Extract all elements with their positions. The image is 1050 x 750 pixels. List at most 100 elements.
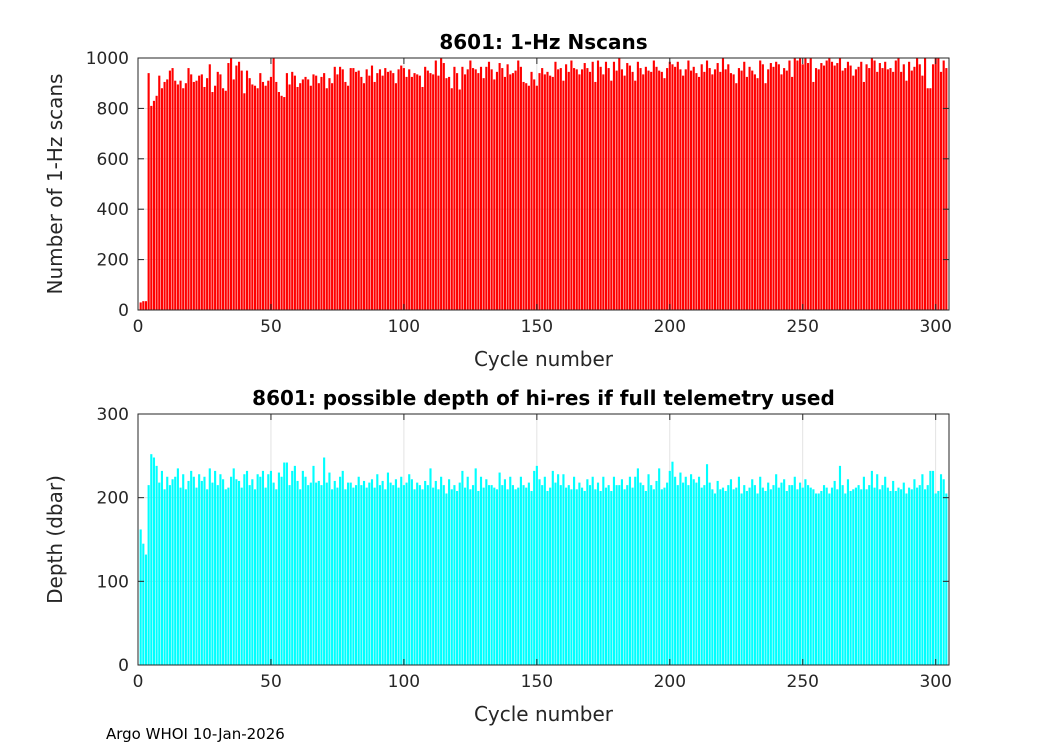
top-bar [442, 63, 445, 310]
top-bar [158, 75, 161, 310]
top-bar [841, 70, 844, 310]
bottom-bar [354, 485, 358, 665]
top-bar [804, 58, 807, 310]
bottom-bar [727, 485, 730, 665]
bottom-bar [386, 472, 390, 665]
top-bar [471, 68, 475, 310]
bottom-x-ticks: 0 50 100 150 200 250 300 [133, 414, 952, 692]
top-bar [495, 71, 499, 310]
top-bar [836, 63, 839, 310]
top-bar [503, 76, 507, 311]
bottom-bar [729, 479, 733, 665]
bottom-bar [187, 480, 190, 665]
bottom-bar [862, 476, 865, 665]
top-bar [479, 66, 483, 310]
bottom-bar [565, 487, 568, 665]
bottom-bar [636, 468, 639, 665]
top-bar [910, 70, 913, 310]
bottom-bar [418, 485, 421, 665]
bottom-bar [580, 487, 584, 665]
bottom-bar [740, 493, 743, 665]
top-bar [368, 75, 371, 310]
top-bar [926, 88, 929, 311]
bottom-bar [381, 480, 384, 665]
top-bar [267, 80, 270, 311]
top-bar [607, 68, 610, 310]
top-bar [929, 88, 932, 311]
top-bar [498, 63, 501, 310]
bottom-bar [761, 487, 764, 665]
bottom-bar [389, 482, 392, 665]
bottom-bar [429, 468, 432, 665]
bottom-bar [150, 454, 153, 665]
bottom-bar [155, 465, 158, 665]
top-bar [852, 75, 855, 310]
top-bar [684, 69, 687, 310]
bottom-bar [357, 476, 360, 665]
bottom-bar [854, 487, 857, 665]
bottom-bar [573, 476, 576, 665]
bottom-bar [719, 489, 722, 665]
bottom-bar [144, 554, 148, 665]
top-bar [328, 78, 331, 310]
top-bar [809, 58, 812, 310]
top-bar [822, 65, 826, 310]
top-bar [400, 65, 403, 310]
top-bar [854, 69, 857, 310]
bottom-bar [759, 476, 762, 665]
bottom-bar [924, 489, 927, 665]
top-bar [721, 58, 725, 310]
bottom-bar [445, 493, 448, 665]
bottom-bar [735, 487, 738, 665]
bottom-bar [830, 487, 834, 665]
bottom-bar [642, 485, 645, 665]
top-bar [865, 64, 868, 310]
bottom-bar [788, 485, 791, 665]
bottom-bar [269, 470, 273, 665]
bottom-bar [931, 470, 935, 665]
top-bar [541, 68, 544, 310]
top-bar [889, 68, 892, 310]
bottom-bar [825, 487, 828, 665]
top-bar [203, 86, 206, 310]
top-bar [700, 64, 703, 310]
bottom-bar [594, 489, 597, 665]
bottom-bar [168, 485, 171, 665]
top-bar [333, 66, 336, 310]
top-bar [487, 61, 491, 310]
top-bar [791, 76, 794, 311]
top-bar [339, 66, 342, 310]
top-bar [413, 73, 416, 311]
top-bar [918, 64, 921, 310]
top-bar [144, 301, 148, 310]
top-bar [538, 73, 541, 311]
top-bar [511, 73, 514, 311]
bottom-bar [376, 474, 379, 665]
bottom-bar [394, 479, 397, 665]
top-bar [580, 69, 584, 310]
top-bar [724, 69, 727, 310]
bottom-y-ticks: 0 100 200 300 [97, 405, 949, 676]
bottom-bar [620, 479, 624, 665]
bottom-bar [892, 480, 895, 665]
bottom-bar [684, 476, 687, 665]
bottom-bar [461, 470, 464, 665]
top-bar [687, 60, 690, 310]
top-bar [187, 68, 190, 310]
bottom-bar [769, 489, 772, 665]
bottom-bar [264, 487, 267, 665]
bottom-bar [211, 482, 214, 665]
top-bar [780, 74, 783, 310]
bottom-bar [623, 489, 626, 665]
top-x-tick-label: 0 [133, 317, 144, 337]
bottom-bar [743, 485, 746, 665]
top-bar [323, 73, 326, 311]
top-bar [418, 75, 421, 310]
bottom-bar [495, 489, 499, 665]
bottom-bar [466, 476, 469, 665]
top-bar [206, 78, 209, 310]
bottom-bar [868, 485, 871, 665]
top-bar [623, 75, 626, 310]
top-bar [179, 80, 182, 311]
top-bar [445, 78, 448, 310]
